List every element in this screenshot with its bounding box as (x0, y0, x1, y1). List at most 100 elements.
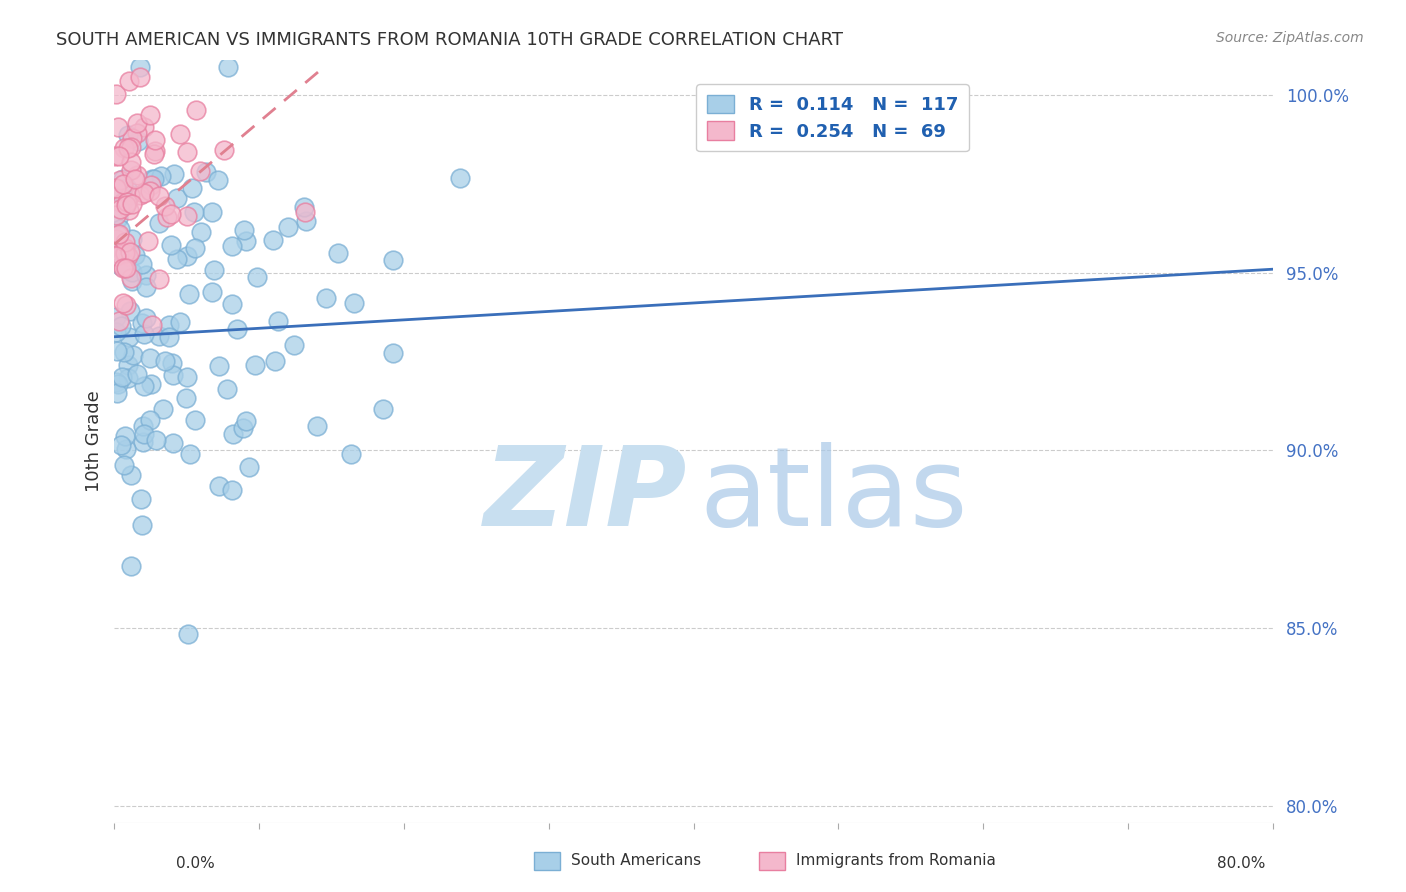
Point (105, 181, 128, 195)
Point (225, 322, 247, 336)
Point (166, 191, 188, 205)
Point (117, 73, 139, 87)
Point (162, 435, 184, 450)
Point (326, 246, 349, 260)
Point (139, 376, 162, 391)
Point (155, 354, 177, 368)
Point (176, 627, 198, 641)
Point (184, 413, 207, 427)
Point (181, 181, 204, 195)
Point (157, 318, 180, 332)
Point (108, 246, 131, 260)
Point (267, 314, 290, 328)
Point (120, 467, 142, 482)
Point (112, 261, 135, 276)
Point (121, 274, 143, 288)
Point (163, 167, 186, 181)
Point (135, 268, 157, 282)
Point (112, 177, 135, 191)
Point (117, 141, 139, 155)
Point (105, 343, 128, 358)
Point (449, 171, 471, 186)
Point (135, 311, 157, 326)
Point (114, 241, 136, 255)
Point (121, 131, 143, 145)
Point (134, 186, 156, 201)
Point (105, 232, 128, 246)
Point (108, 202, 131, 217)
Point (129, 70, 152, 84)
Text: 0.0%: 0.0% (176, 856, 215, 871)
Point (110, 259, 132, 273)
Point (105, 325, 128, 339)
Point (174, 391, 197, 405)
Point (184, 103, 207, 117)
Point (232, 421, 254, 435)
Point (127, 134, 149, 148)
Point (188, 164, 211, 178)
Point (120, 245, 142, 260)
Point (207, 479, 229, 493)
Point (125, 168, 148, 182)
Point (104, 181, 127, 195)
Point (105, 208, 128, 222)
Point (127, 126, 149, 140)
Point (112, 344, 135, 359)
Point (105, 375, 128, 389)
Point (340, 447, 363, 461)
Text: South Americans: South Americans (571, 854, 702, 868)
Point (132, 419, 155, 434)
Point (222, 426, 245, 441)
Point (212, 144, 235, 158)
Point (201, 204, 224, 219)
Point (121, 265, 143, 279)
Point (108, 149, 131, 163)
Point (129, 188, 152, 202)
Point (107, 314, 129, 328)
Point (153, 199, 176, 213)
Point (115, 194, 138, 209)
Point (263, 353, 285, 368)
Point (381, 252, 404, 267)
Point (118, 202, 141, 217)
Point (111, 196, 134, 211)
Point (132, 435, 155, 450)
Point (156, 211, 179, 225)
Point (371, 402, 394, 417)
Point (159, 207, 181, 221)
Point (115, 181, 138, 195)
Point (117, 128, 139, 143)
Point (235, 234, 257, 248)
Text: ZIP: ZIP (484, 442, 688, 549)
Point (148, 329, 170, 343)
Point (162, 368, 184, 382)
Point (120, 140, 142, 154)
Point (217, 60, 239, 74)
Point (104, 250, 127, 264)
Point (127, 116, 149, 130)
Legend: R =  0.114   N =  117, R =  0.254   N =  69: R = 0.114 N = 117, R = 0.254 N = 69 (696, 84, 969, 152)
Point (114, 235, 136, 250)
Text: 80.0%: 80.0% (1218, 856, 1265, 871)
Point (221, 239, 243, 253)
Point (176, 145, 198, 159)
Point (121, 232, 143, 246)
Point (141, 318, 163, 332)
Point (139, 184, 162, 198)
Point (145, 433, 167, 447)
Point (105, 87, 128, 101)
Point (382, 346, 405, 360)
Point (115, 198, 138, 212)
Point (114, 192, 136, 206)
Point (131, 317, 153, 331)
Point (179, 447, 201, 461)
Point (176, 369, 198, 384)
Point (127, 368, 149, 382)
Point (139, 413, 162, 427)
Point (148, 272, 170, 286)
Text: Source: ZipAtlas.com: Source: ZipAtlas.com (1216, 31, 1364, 45)
Point (277, 219, 299, 234)
Point (139, 108, 162, 122)
Point (124, 171, 146, 186)
Point (121, 154, 143, 169)
